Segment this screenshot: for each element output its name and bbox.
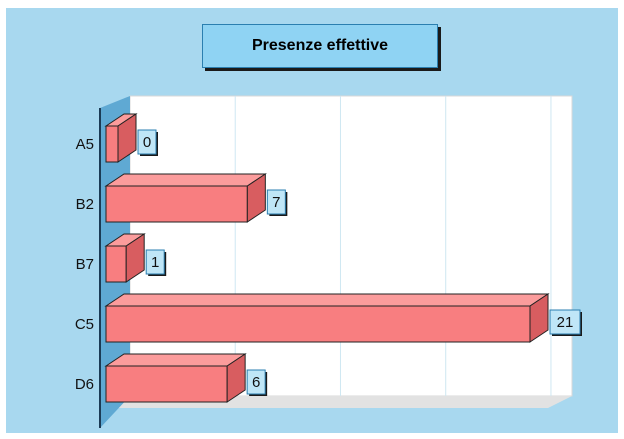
bar-D6 <box>105 365 228 403</box>
category-label: A5 <box>76 136 94 153</box>
bar-side-A5 <box>117 113 137 163</box>
bar-side-D6 <box>226 353 246 403</box>
category-label: B2 <box>76 196 94 213</box>
data-label: 21 <box>557 314 574 331</box>
bar-top-C5 <box>104 293 550 307</box>
bar-side-B7 <box>125 233 145 283</box>
data-label-box <box>137 129 157 155</box>
data-label: 0 <box>143 134 151 151</box>
data-label-box <box>246 369 266 395</box>
bar-B2 <box>105 185 248 223</box>
data-label: 6 <box>252 374 260 391</box>
bar-side-B2 <box>246 173 266 223</box>
category-label: C5 <box>75 316 94 333</box>
data-label: 7 <box>272 194 280 211</box>
bar-top-D6 <box>104 353 247 367</box>
plot-back-wall <box>129 95 573 397</box>
bar-B7 <box>105 245 127 283</box>
chart-title-text: Presenze effettive <box>251 37 389 54</box>
chart-title: Presenze effettive <box>202 24 438 68</box>
category-label: B7 <box>76 256 94 273</box>
bar-top-B2 <box>104 173 267 187</box>
data-label: 1 <box>151 254 159 271</box>
data-label-box <box>549 309 581 335</box>
data-label-box <box>266 189 286 215</box>
bar-side-C5 <box>529 293 549 343</box>
bar-C5 <box>105 305 531 343</box>
category-label: D6 <box>75 376 94 393</box>
bar-A5 <box>105 125 119 163</box>
data-label-box <box>145 249 165 275</box>
